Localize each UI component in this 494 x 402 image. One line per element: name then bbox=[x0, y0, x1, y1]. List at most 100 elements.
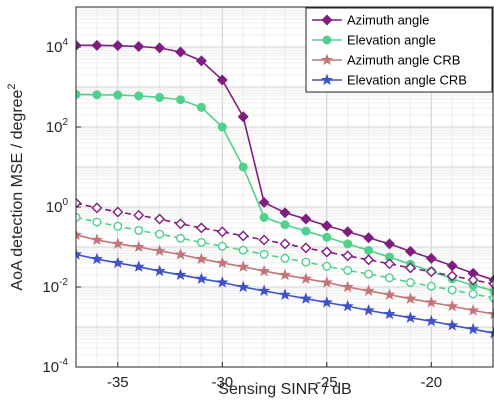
y-tick-label-exponent: 2 bbox=[62, 117, 68, 128]
series-point bbox=[238, 162, 248, 172]
series-point bbox=[321, 220, 333, 232]
series-point bbox=[425, 314, 438, 327]
y-tick-label-base: 10 bbox=[42, 279, 59, 296]
series-point bbox=[113, 90, 123, 100]
series-point bbox=[175, 233, 185, 243]
series-point bbox=[280, 253, 290, 263]
series-point bbox=[299, 292, 312, 304]
series-point bbox=[259, 249, 269, 259]
series-point bbox=[385, 273, 395, 283]
series-point bbox=[237, 280, 250, 293]
series-point bbox=[426, 281, 436, 291]
series-point bbox=[258, 284, 271, 296]
series-point bbox=[111, 237, 124, 249]
x-tick-label: -30 bbox=[211, 374, 233, 391]
legend-item: Azimuth angle CRB bbox=[312, 53, 460, 68]
series-point bbox=[447, 285, 457, 295]
series-point bbox=[362, 284, 375, 296]
series-6 bbox=[76, 212, 494, 303]
series-point bbox=[467, 304, 480, 316]
series-point bbox=[446, 260, 458, 272]
series-point bbox=[217, 241, 227, 251]
series-point bbox=[112, 206, 124, 218]
series-point bbox=[384, 238, 395, 250]
series-point bbox=[404, 292, 417, 304]
y-tick-label-base: 10 bbox=[46, 119, 63, 136]
y-tick-label-base: 10 bbox=[46, 39, 63, 56]
y-tick-label-exponent: -2 bbox=[59, 277, 68, 288]
series-point bbox=[133, 40, 145, 52]
series-point bbox=[195, 222, 207, 234]
y-tick-label: 104 bbox=[46, 37, 69, 56]
legend-item: Elevation angle bbox=[312, 33, 436, 48]
series-point bbox=[216, 74, 228, 86]
series-point bbox=[90, 252, 103, 265]
series-point bbox=[175, 218, 186, 230]
series-point bbox=[404, 262, 416, 274]
series-point bbox=[320, 296, 333, 308]
y-tick-label-exponent: 0 bbox=[62, 197, 68, 208]
legend: Azimuth angle Elevation angle Azimuth angl… bbox=[305, 7, 493, 93]
series-point bbox=[384, 258, 395, 270]
series-point bbox=[237, 260, 250, 272]
series-point bbox=[175, 46, 186, 58]
plot-frame bbox=[75, 6, 494, 368]
series-point bbox=[217, 122, 227, 132]
series-point bbox=[300, 242, 312, 254]
series-point bbox=[279, 207, 291, 219]
series-point bbox=[342, 250, 354, 262]
series-point bbox=[341, 280, 354, 293]
series-point bbox=[342, 226, 354, 238]
series-point bbox=[91, 202, 103, 214]
series-point bbox=[322, 261, 332, 271]
series-point bbox=[76, 228, 83, 241]
series-point bbox=[341, 299, 354, 312]
series-point bbox=[322, 232, 332, 242]
series-point bbox=[195, 252, 208, 265]
series-point bbox=[76, 248, 83, 260]
series-point bbox=[279, 238, 291, 250]
series-point bbox=[278, 288, 292, 300]
series-point bbox=[364, 245, 374, 255]
y-axis-label-superscript: 2 bbox=[6, 83, 18, 89]
series-point bbox=[153, 264, 166, 277]
series-point bbox=[259, 212, 269, 222]
series-point bbox=[195, 55, 207, 67]
series-point bbox=[155, 92, 165, 102]
series-point bbox=[364, 269, 374, 279]
series-point bbox=[153, 244, 166, 256]
series-point bbox=[76, 212, 81, 222]
series-point bbox=[446, 299, 459, 312]
legend-label: Elevation angle CRB bbox=[347, 73, 467, 88]
series-point bbox=[237, 230, 249, 242]
series-point bbox=[237, 111, 249, 123]
series-point bbox=[468, 289, 478, 299]
series-point bbox=[258, 196, 270, 208]
x-axis-label: Sensing SINR / dB bbox=[218, 381, 351, 398]
series-point bbox=[196, 102, 206, 112]
series-point bbox=[301, 226, 311, 236]
y-tick-label-base: 10 bbox=[46, 199, 63, 216]
series-point bbox=[216, 256, 229, 269]
series-point bbox=[404, 245, 416, 257]
legend-item: Azimuth angle bbox=[312, 13, 429, 28]
series-point bbox=[112, 40, 124, 52]
legend-item: Elevation angle CRB bbox=[312, 73, 467, 88]
series-point bbox=[134, 225, 144, 235]
series-point bbox=[132, 260, 145, 272]
y-axis-label-base: AoA detection MSE / degree bbox=[9, 89, 26, 290]
x-tick-label: -25 bbox=[316, 374, 338, 391]
series-point bbox=[238, 245, 248, 255]
series-point bbox=[425, 252, 437, 264]
series-point bbox=[111, 256, 124, 269]
series-point bbox=[154, 42, 166, 54]
series-point bbox=[174, 248, 187, 260]
y-tick-label: 10-2 bbox=[42, 277, 68, 296]
x-tick-label: -35 bbox=[107, 374, 129, 391]
series-point bbox=[133, 209, 145, 221]
legend-marker bbox=[321, 14, 333, 26]
series-point bbox=[425, 296, 438, 308]
series-point bbox=[174, 268, 187, 281]
series-point bbox=[343, 265, 353, 275]
series-point bbox=[363, 232, 375, 244]
